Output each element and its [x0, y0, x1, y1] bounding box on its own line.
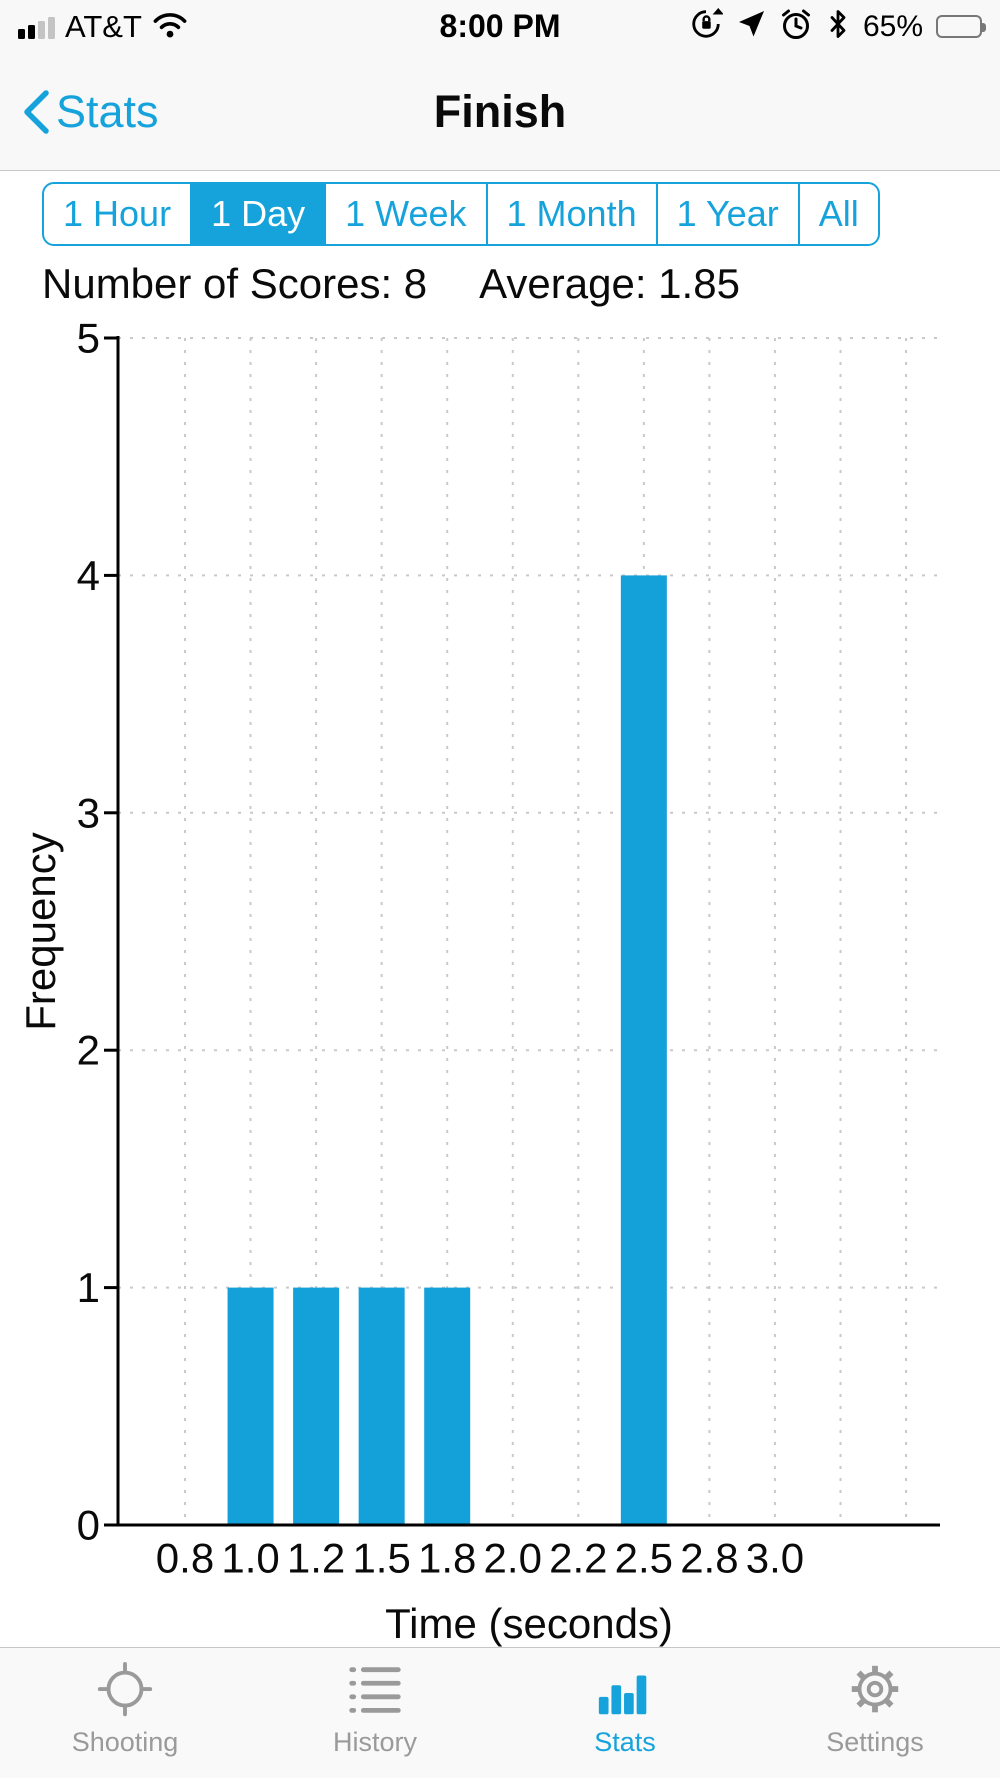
status-right: 65%	[689, 7, 986, 46]
alarm-clock-icon	[779, 7, 813, 46]
gear-icon	[844, 1660, 906, 1722]
y-tick-label: 5	[77, 315, 100, 362]
tab-bar: Shooting History Stats Settings	[0, 1647, 1000, 1778]
status-bar: AT&T 8:00 PM	[0, 0, 1000, 53]
x-tick-label: 0.8	[156, 1535, 214, 1582]
x-tick-label: 2.0	[484, 1535, 542, 1582]
time-range-segmented-control: 1 Hour 1 Day 1 Week 1 Month 1 Year All	[42, 182, 880, 246]
tab-label: Settings	[826, 1727, 924, 1757]
page-title: Finish	[433, 86, 567, 137]
y-tick-label: 4	[77, 552, 100, 599]
summary-line: Number of Scores: 8 Average: 1.85	[42, 260, 740, 308]
battery-percent-label: 65%	[862, 9, 923, 43]
tab-settings[interactable]: Settings	[750, 1648, 1000, 1778]
bar-1.0	[227, 1287, 274, 1525]
bar-1.5	[358, 1287, 405, 1525]
frequency-chart: 0 1 2 3 4 5 0.8 1.0 1.2 1.5 1.8 2.0 2.2 2.5 2.8 3.0 Time…	[17, 315, 940, 1647]
bluetooth-icon	[826, 8, 850, 45]
crosshair-icon	[94, 1660, 156, 1722]
tab-label: Stats	[594, 1727, 656, 1757]
list-icon	[344, 1660, 406, 1722]
x-tick-label: 2.2	[549, 1535, 607, 1582]
status-left: AT&T	[18, 9, 188, 45]
tab-label: Shooting	[71, 1727, 179, 1757]
x-tick-label: 3.0	[746, 1535, 804, 1582]
battery-icon	[936, 15, 986, 38]
tab-history[interactable]: History	[250, 1648, 500, 1778]
scores-count-label: Number of Scores: 8	[42, 260, 428, 307]
x-tick-label: 1.8	[418, 1535, 476, 1582]
segment-all[interactable]: All	[797, 184, 878, 244]
segment-1-week[interactable]: 1 Week	[324, 184, 485, 244]
x-tick-label: 1.0	[221, 1535, 279, 1582]
wifi-icon	[152, 11, 188, 43]
bar-1.8	[424, 1287, 471, 1525]
navigation-bar: Stats Finish	[0, 53, 1000, 171]
back-button[interactable]: Stats	[22, 86, 159, 138]
x-tick-label: 2.5	[615, 1535, 673, 1582]
y-axis-title: Frequency	[17, 832, 64, 1030]
y-tick-label: 0	[77, 1502, 100, 1549]
x-tick-label: 1.5	[352, 1535, 410, 1582]
rotation-lock-icon	[689, 7, 724, 46]
segment-1-day[interactable]: 1 Day	[190, 184, 325, 244]
segment-1-month[interactable]: 1 Month	[485, 184, 656, 244]
location-arrow-icon	[736, 9, 766, 44]
average-label: Average: 1.85	[479, 260, 740, 307]
tab-stats[interactable]: Stats	[500, 1648, 750, 1778]
tab-label: History	[332, 1727, 417, 1757]
bar-1.2	[293, 1287, 340, 1525]
y-tick-label: 1	[77, 1264, 100, 1311]
y-tick-label: 3	[77, 789, 100, 836]
back-button-label: Stats	[56, 86, 159, 137]
x-tick-label: 1.2	[287, 1535, 345, 1582]
tab-shooting[interactable]: Shooting	[0, 1648, 250, 1778]
chart-area: 0 1 2 3 4 5 0.8 1.0 1.2 1.5 1.8 2.0 2.2 2.5 2.8 3.0 Time…	[0, 300, 1000, 1647]
x-axis-title: Time (seconds)	[385, 1600, 673, 1647]
x-tick-label: 2.8	[680, 1535, 738, 1582]
segment-1-year[interactable]: 1 Year	[655, 184, 798, 244]
bar-chart-icon	[594, 1660, 656, 1722]
carrier-label: AT&T	[65, 8, 142, 44]
cell-signal-icon	[18, 15, 55, 39]
chevron-left-icon	[24, 90, 49, 134]
clock-label: 8:00 PM	[439, 8, 561, 44]
y-tick-label: 2	[77, 1027, 100, 1074]
segment-1-hour[interactable]: 1 Hour	[63, 193, 172, 234]
bar-2.5	[620, 575, 667, 1525]
